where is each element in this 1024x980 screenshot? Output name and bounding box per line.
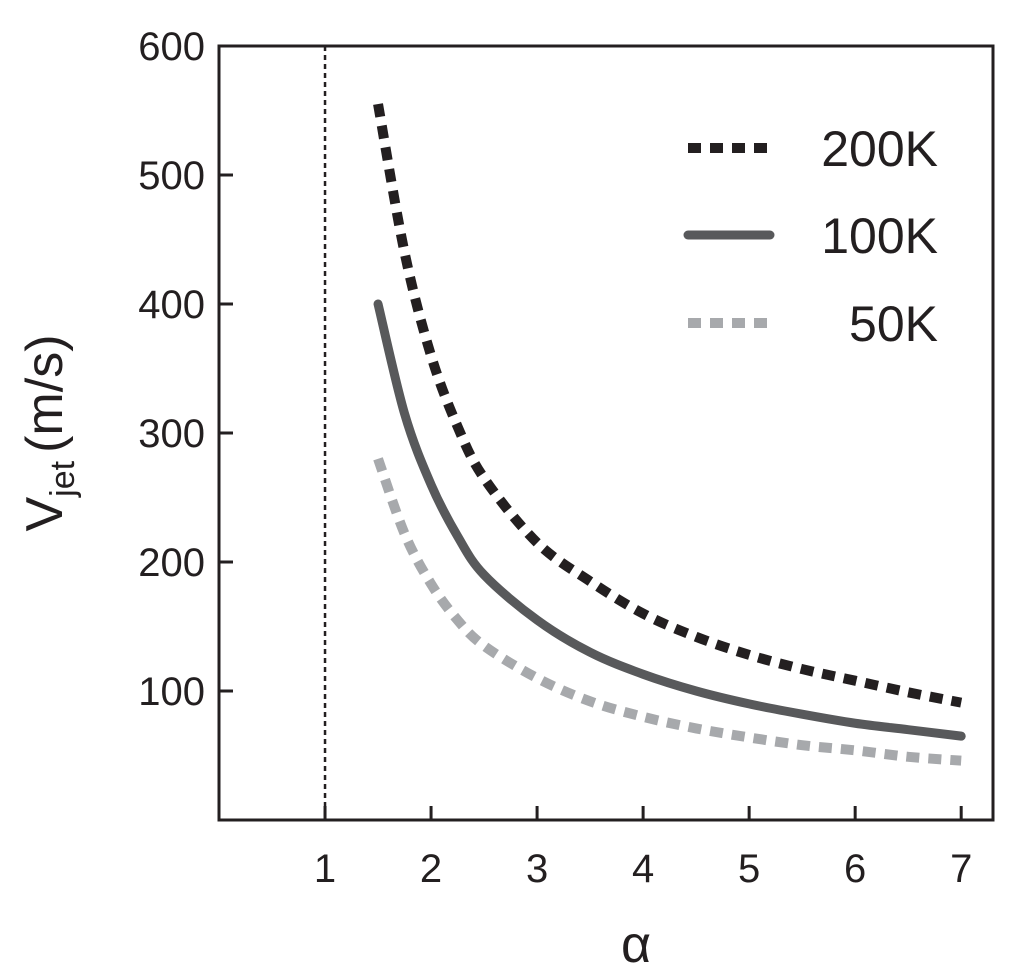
x-tick-label: 1 bbox=[314, 847, 336, 891]
y-axis-title-unit: (m/s) bbox=[16, 334, 74, 452]
x-tick-label: 7 bbox=[950, 847, 972, 891]
legend-label-200k: 200K bbox=[821, 121, 938, 177]
x-tick-label: 4 bbox=[632, 847, 654, 891]
axes: 1 2 3 4 5 6 7 100 200 300 400 500 600 α Vjet (m/s) bbox=[16, 25, 972, 974]
series-line-50k bbox=[373, 457, 962, 766]
series-group bbox=[373, 103, 966, 766]
legend-label-50k: 50K bbox=[849, 296, 938, 352]
y-axis-title-sub: jet bbox=[44, 460, 82, 497]
y-axis-title: Vjet (m/s) bbox=[16, 334, 82, 531]
legend: 200K 100K 50K bbox=[683, 121, 938, 352]
series-line-100k bbox=[373, 299, 966, 741]
series-line-200k bbox=[373, 103, 963, 708]
x-tick-label: 2 bbox=[420, 847, 442, 891]
y-tick-label: 100 bbox=[138, 670, 205, 714]
legend-label-100k: 100K bbox=[821, 208, 938, 264]
y-tick-label: 600 bbox=[138, 25, 205, 69]
x-axis-title: α bbox=[621, 916, 651, 974]
y-axis-title-main: V bbox=[16, 497, 74, 532]
y-tick-label: 200 bbox=[138, 541, 205, 585]
x-tick-label: 5 bbox=[738, 847, 760, 891]
y-tick-label: 300 bbox=[138, 412, 205, 456]
x-tick-label: 6 bbox=[844, 847, 866, 891]
y-tick-label: 400 bbox=[138, 283, 205, 327]
x-tick-label: 3 bbox=[526, 847, 548, 891]
y-tick-label: 500 bbox=[138, 154, 205, 198]
